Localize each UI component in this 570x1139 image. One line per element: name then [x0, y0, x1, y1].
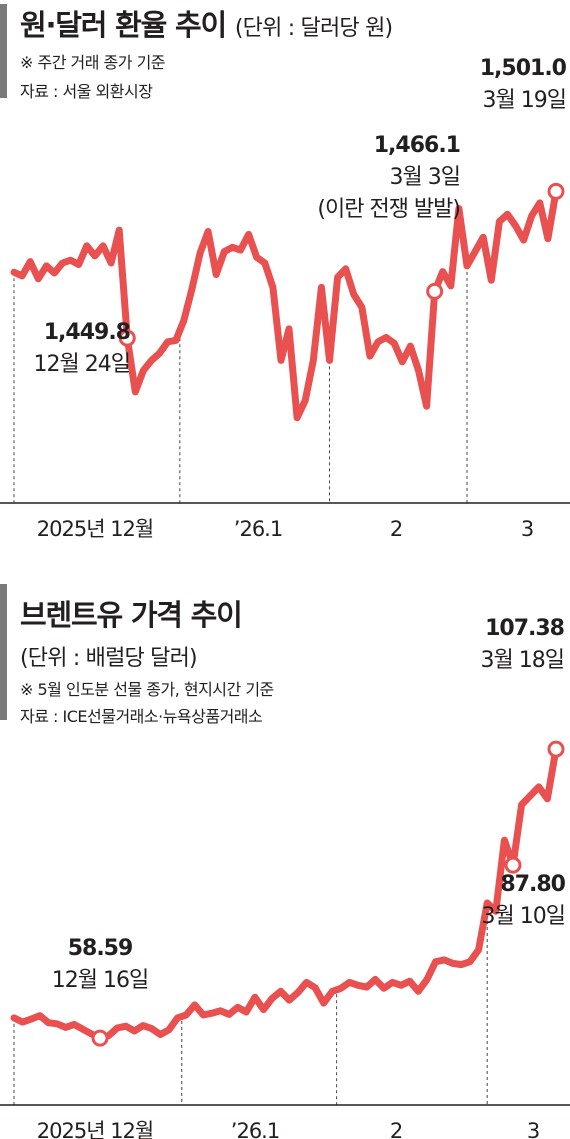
fx-panel: 원·달러 환율 추이 (단위 : 달러당 원) ※ 주간 거래 종가 기준 자료… [0, 0, 570, 560]
brent-annotation-date: 3월 10일 [482, 904, 565, 929]
brent-annotation-marker [504, 856, 522, 874]
fx-source: 자료 : 서울 외환시장 [20, 82, 153, 101]
fx-x-tick-label: 2 [390, 517, 402, 541]
brent-annotation-marker [91, 1029, 109, 1047]
fx-annotation-marker [426, 282, 444, 300]
brent-x-tick-label: 2 [390, 1119, 402, 1139]
fx-annotation-marker [547, 182, 565, 200]
fx-annotation-value: 1,466.1 [374, 133, 460, 158]
fx-annotation-marker [118, 329, 136, 347]
fx-chart: 2025년 12월 ’26.1 2 3 1,449.8 12월 24일 1,466.1 3월 … [0, 56, 570, 541]
fx-x-tick-label: 2025년 12월 [37, 517, 153, 541]
fx-annotation-note: (이란 전쟁 발발) [317, 197, 460, 222]
fx-annotation-date: 3월 19일 [483, 88, 566, 113]
fx-title-line: 원·달러 환율 추이 (단위 : 달러당 원) [20, 2, 393, 44]
brent-panel: 브렌트유 가격 추이 (단위 : 배럴당 달러) ※ 5월 인도분 선물 종가,… [0, 578, 570, 1139]
brent-x-tick-label: 3 [527, 1119, 539, 1139]
brent-annotation-date: 3월 18일 [481, 648, 564, 673]
fx-series-line [10, 187, 560, 422]
fx-title: 원·달러 환율 추이 [20, 8, 227, 42]
fx-x-tick-label: 3 [521, 517, 533, 541]
brent-x-tick-label: ’26.1 [231, 1119, 279, 1139]
brent-annotation-value: 107.38 [485, 616, 564, 641]
brent-source: 자료 : ICE선물거래소·뉴욕상품거래소 [20, 707, 263, 726]
brent-series-line [10, 745, 560, 1042]
brent-unit: (단위 : 배럴당 달러) [20, 646, 198, 671]
brent-side-bar [0, 584, 7, 720]
brent-x-tick-label: 2025년 12월 [37, 1119, 153, 1139]
brent-title: 브렌트유 가격 추이 [20, 598, 243, 632]
fx-unit: (단위 : 달러당 원) [234, 16, 393, 41]
brent-note: ※ 5월 인도분 선물 종가, 현지시간 기준 [20, 680, 274, 699]
brent-annotation-date: 12월 16일 [52, 968, 148, 993]
fx-annotation-value: 1,501.0 [480, 56, 567, 81]
fx-side-bar [0, 4, 7, 98]
fx-x-tick-label: ’26.1 [234, 517, 282, 541]
fx-annotation-date: 3월 3일 [390, 165, 460, 190]
fx-note: ※ 주간 거래 종가 기준 [20, 53, 166, 72]
fx-annotation-date: 12월 24일 [34, 352, 130, 377]
brent-annotation-marker [547, 740, 565, 758]
brent-annotation-value: 87.80 [500, 872, 565, 897]
brent-chart: 2025년 12월 ’26.1 2 3 58.59 12월 16일 87.80 3월 10일 1… [0, 616, 570, 1139]
brent-annotation-value: 58.59 [68, 936, 133, 961]
fx-annotation-value: 1,449.8 [44, 320, 130, 345]
